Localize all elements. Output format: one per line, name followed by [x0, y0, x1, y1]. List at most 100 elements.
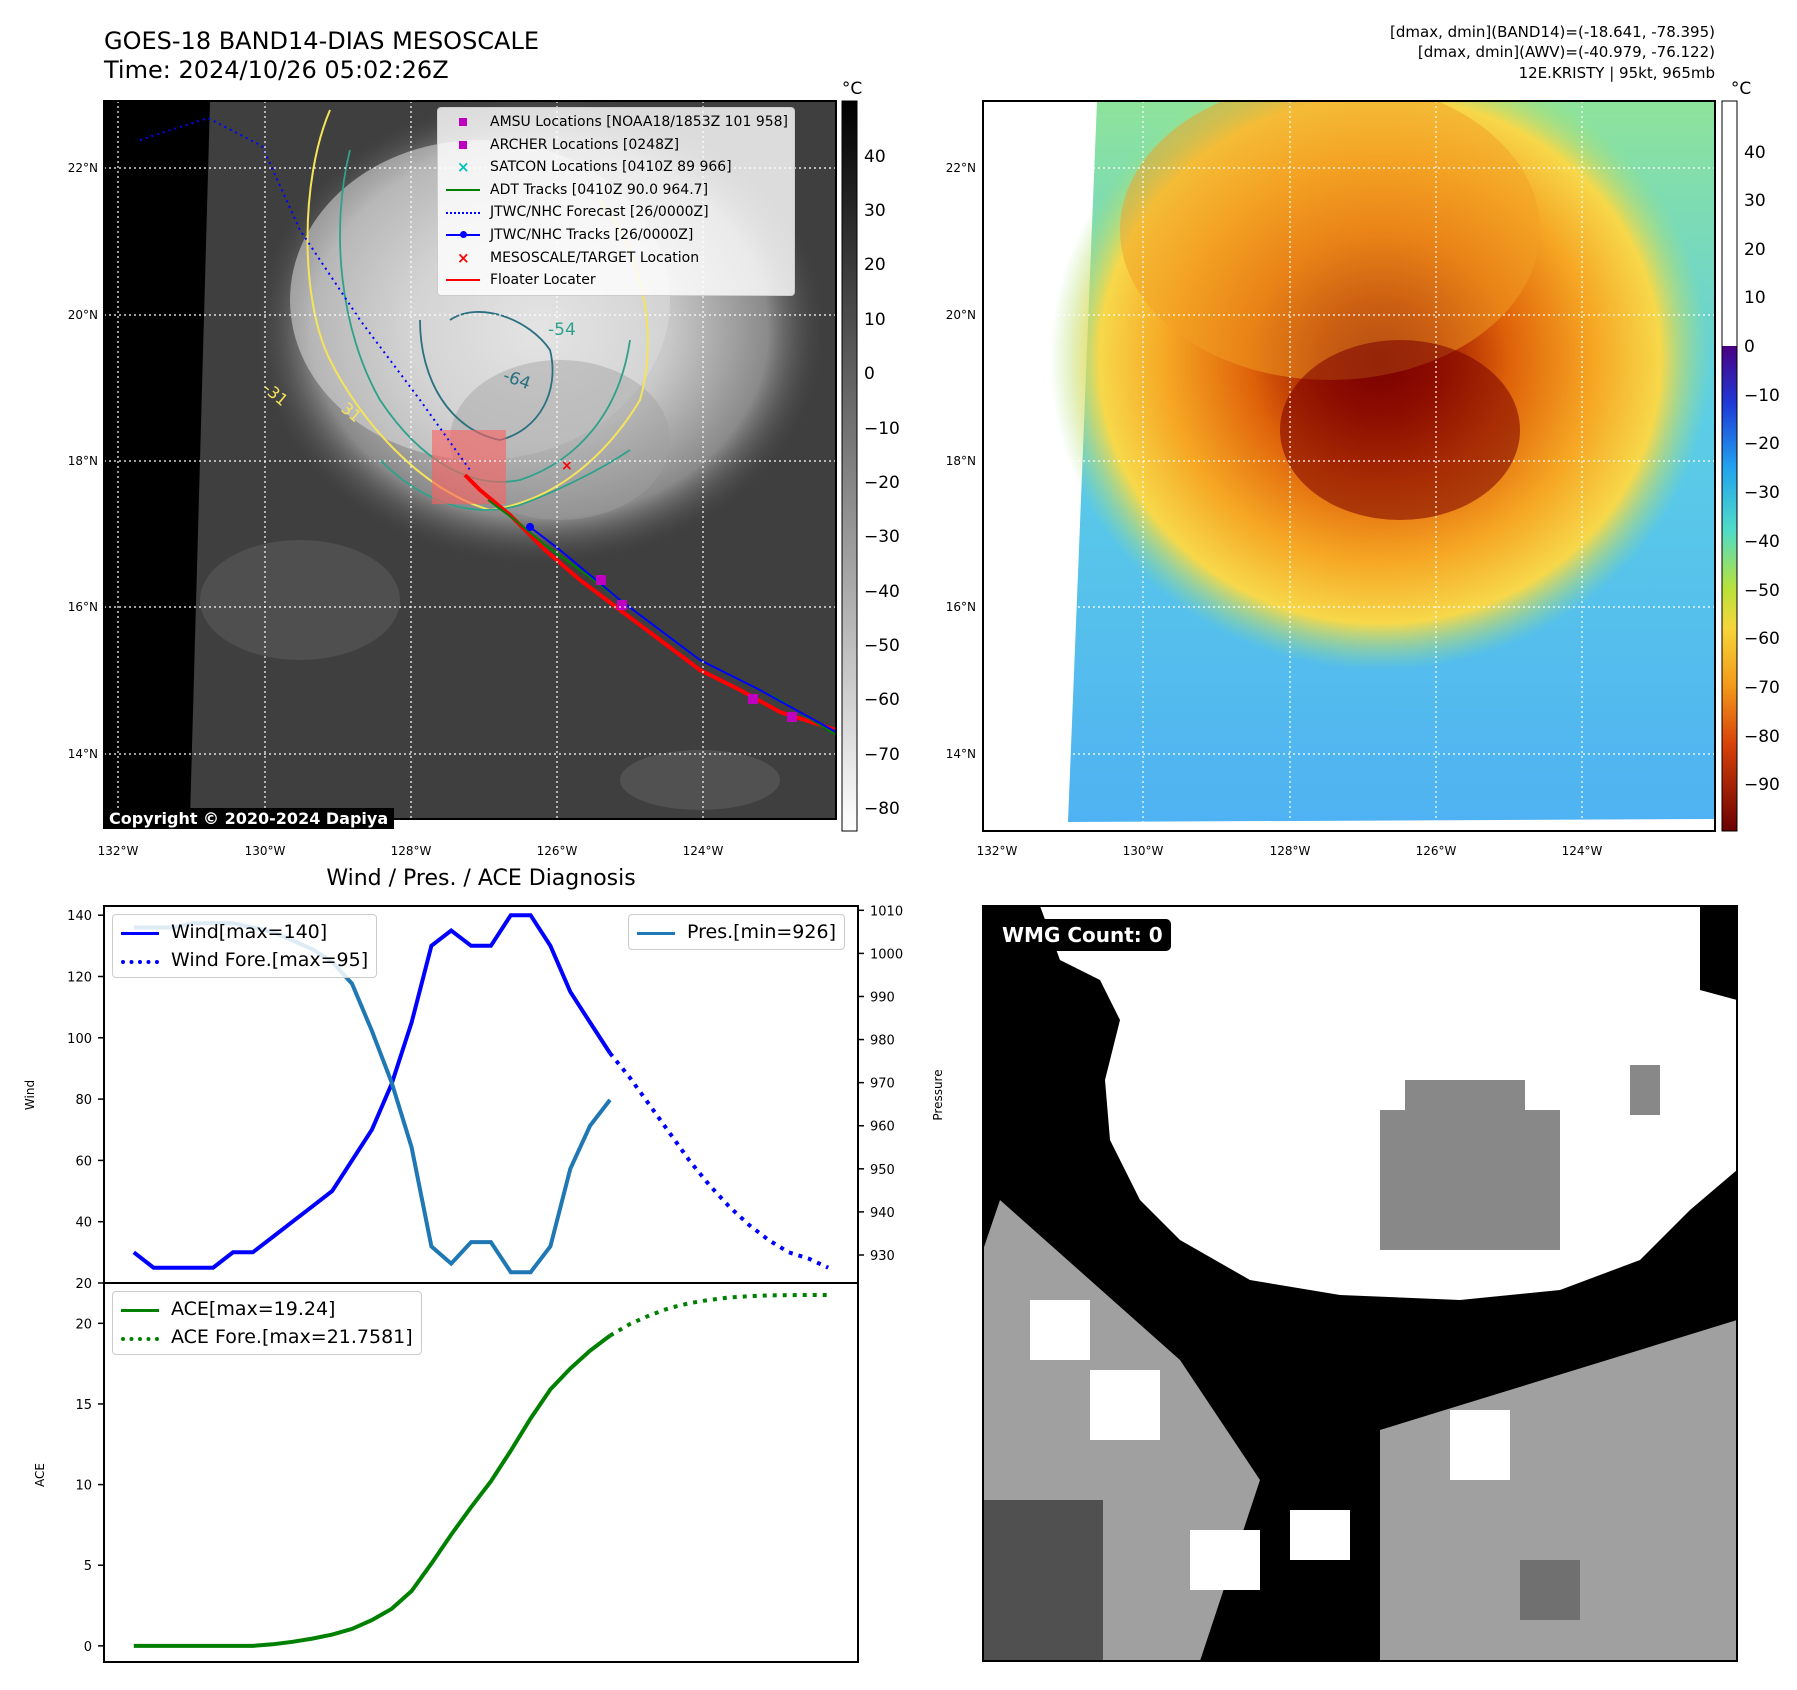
- ace-y-tick-label: 20: [75, 1317, 92, 1332]
- ace-y-tick-label: 10: [75, 1479, 92, 1494]
- awv-cbar-tick: 10: [1744, 288, 1766, 308]
- wmg-count-badge: WMG Count: 0: [994, 919, 1171, 951]
- y-right-tick-label: 960: [870, 1120, 895, 1135]
- ir-panel-frame: [103, 100, 837, 820]
- wind-legend: Wind[max=140] Wind Fore.[max=95]: [112, 914, 378, 978]
- ir-cbar-tick: −30: [864, 527, 900, 547]
- awv-lon-130: 130°W: [1123, 844, 1164, 858]
- svg-text:×: ×: [561, 458, 573, 474]
- awv-cbar-tick: −60: [1744, 629, 1780, 649]
- awv-lon-126: 126°W: [1416, 844, 1457, 858]
- ace-series-line-1: [608, 1293, 829, 1338]
- awv-cbar-tick: −30: [1744, 483, 1780, 503]
- legend-item-wind-forecast: Wind Fore.[max=95]: [121, 946, 368, 974]
- y-tick-label: 20: [75, 1277, 92, 1292]
- y-right-tick-label: 1000: [870, 947, 903, 962]
- contour-label-minus54: -54: [548, 320, 576, 340]
- y-right-tick-label: 990: [870, 990, 895, 1005]
- legend-item-adt: ADT Tracks [0410Z 90.0 964.7]: [446, 179, 788, 202]
- ir-cbar-tick: 20: [864, 255, 886, 275]
- line-icon: [121, 932, 159, 935]
- wind-pressure-axes: 20 40 60 80 100 120 140 930 940 950 960 970 980 990 10…: [67, 904, 903, 1292]
- awv-cbar-tick: −20: [1744, 434, 1780, 454]
- ir-lat-14: 14°N: [68, 747, 98, 761]
- line-icon: [446, 189, 480, 192]
- ir-cbar-tick: −60: [864, 690, 900, 710]
- awv-range: [dmax, dmin](AWV)=(-40.979, -76.122): [1417, 43, 1715, 61]
- legend-item-wind: Wind[max=140]: [121, 918, 368, 946]
- storm-info: 12E.KRISTY | 95kt, 965mb: [1518, 64, 1715, 82]
- pressure-legend: Pres.[min=926]: [628, 914, 845, 950]
- line-icon: [121, 1309, 159, 1312]
- wmg-panel: [983, 906, 1737, 1661]
- y-tick-label: 140: [67, 909, 92, 924]
- legend-item-tracks: JTWC/NHC Tracks [26/0000Z]: [446, 224, 788, 247]
- dotted-line-icon: [121, 960, 159, 964]
- awv-cbar-tick: −40: [1744, 532, 1780, 552]
- ace-y-tick-label: 15: [75, 1398, 92, 1413]
- ir-lat-18: 18°N: [68, 454, 98, 468]
- ir-cbar-tick: −40: [864, 582, 900, 602]
- pressure-ylabel: Pressure: [931, 1069, 945, 1120]
- ir-cbar-unit: °C: [842, 79, 862, 99]
- ir-lon-130: 130°W: [245, 844, 286, 858]
- ace-chart: [133, 1293, 829, 1648]
- awv-panel: [983, 101, 1715, 831]
- ir-cbar-tick: −50: [864, 636, 900, 656]
- y-right-tick-label: 970: [870, 1077, 895, 1092]
- awv-lat-22: 22°N: [946, 161, 976, 175]
- ir-cbar-tick: −20: [864, 473, 900, 493]
- awv-lon-124: 124°W: [1562, 844, 1603, 858]
- legend-item-forecast: JTWC/NHC Forecast [26/0000Z]: [446, 201, 788, 224]
- wind-ylabel: Wind: [23, 1080, 37, 1110]
- y-right-tick-label: 930: [870, 1249, 895, 1264]
- awv-cbar-tick: −70: [1744, 678, 1780, 698]
- legend-item-ace-forecast: ACE Fore.[max=21.7581]: [121, 1323, 413, 1351]
- ir-cbar-tick: −10: [864, 419, 900, 439]
- ir-legend: AMSU Locations [NOAA18/1853Z 101 958] AR…: [437, 107, 796, 296]
- ace-y-tick-label: 5: [84, 1559, 92, 1574]
- y-right-tick-label: 1010: [870, 904, 903, 919]
- ir-cbar-tick: −80: [864, 799, 900, 819]
- band14-range: [dmax, dmin](BAND14)=(-18.641, -78.395): [1390, 23, 1715, 41]
- legend-item-floater: Floater Locater: [446, 269, 788, 292]
- awv-lat-16: 16°N: [946, 600, 976, 614]
- awv-colorbar: [1722, 346, 1737, 831]
- ir-lat-20: 20°N: [68, 308, 98, 322]
- ir-lat-22: 22°N: [68, 161, 98, 175]
- square-marker-icon: [459, 140, 467, 149]
- figure-title: GOES-18 BAND14-DIAS MESOSCALE: [104, 27, 540, 55]
- awv-cbar-tick: −50: [1744, 581, 1780, 601]
- awv-lat-18: 18°N: [946, 454, 976, 468]
- ir-lon-124: 124°W: [683, 844, 724, 858]
- copyright-badge: Copyright © 2020-2024 Dapiya: [103, 808, 395, 829]
- ir-cbar-tick: −70: [864, 745, 900, 765]
- awv-cbar-tick: 20: [1744, 240, 1766, 260]
- ace-y-tick-label: 0: [84, 1640, 92, 1655]
- awv-cbar-unit: °C: [1731, 79, 1751, 99]
- legend-item-amsu: AMSU Locations [NOAA18/1853Z 101 958]: [446, 111, 788, 134]
- ir-lon-132: 132°W: [98, 844, 139, 858]
- awv-cbar-tick: −10: [1744, 386, 1780, 406]
- awv-lon-128: 128°W: [1270, 844, 1311, 858]
- ir-cbar-tick: 0: [864, 364, 875, 384]
- legend-item-archer: ARCHER Locations [0248Z]: [446, 134, 788, 157]
- ir-cbar-tick: 30: [864, 201, 886, 221]
- awv-panel-frame: [982, 100, 1716, 832]
- line-icon: [446, 279, 480, 282]
- y-tick-label: 80: [75, 1093, 92, 1108]
- legend-item-pressure: Pres.[min=926]: [637, 918, 836, 946]
- ace-axes: 0 5 10 15 20: [75, 1317, 104, 1655]
- ir-cbar-tick: 10: [864, 310, 886, 330]
- y-right-tick-label: 950: [870, 1163, 895, 1178]
- y-tick-label: 60: [75, 1154, 92, 1169]
- awv-lat-14: 14°N: [946, 747, 976, 761]
- legend-item-ace: ACE[max=19.24]: [121, 1295, 413, 1323]
- series-line-1: [608, 1051, 830, 1270]
- ace-series-line-0: [133, 1334, 612, 1648]
- x-marker-icon: ×: [457, 158, 470, 177]
- wmg-panel-frame: [982, 905, 1738, 1662]
- ir-cbar-tick: 40: [864, 147, 886, 167]
- y-tick-label: 100: [67, 1032, 92, 1047]
- legend-item-satcon: × SATCON Locations [0410Z 89 966]: [446, 156, 788, 179]
